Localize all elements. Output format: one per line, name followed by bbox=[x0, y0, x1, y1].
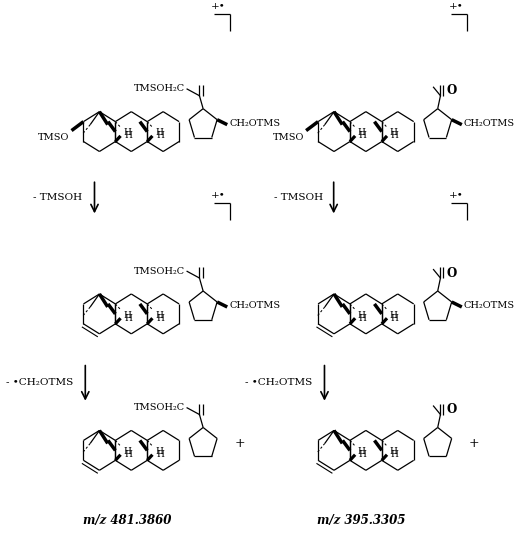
Text: O: O bbox=[447, 84, 457, 97]
Text: - TMSOH: - TMSOH bbox=[33, 193, 83, 202]
Text: CH₂OTMS: CH₂OTMS bbox=[229, 301, 280, 311]
Text: - •CH₂OTMS: - •CH₂OTMS bbox=[6, 378, 73, 387]
Text: H: H bbox=[123, 311, 131, 320]
Text: +•: +• bbox=[211, 2, 226, 11]
Text: H: H bbox=[156, 450, 164, 459]
Text: H: H bbox=[390, 128, 397, 138]
Text: - •CH₂OTMS: - •CH₂OTMS bbox=[245, 378, 313, 387]
Text: H: H bbox=[123, 128, 131, 138]
Text: H: H bbox=[124, 131, 132, 140]
Text: H: H bbox=[124, 450, 132, 459]
Text: H: H bbox=[391, 314, 399, 323]
Text: CH₂OTMS: CH₂OTMS bbox=[229, 119, 280, 128]
Text: TMSOH₂C: TMSOH₂C bbox=[133, 267, 185, 276]
Text: +: + bbox=[469, 437, 480, 450]
Text: O: O bbox=[447, 403, 457, 416]
Text: CH₂OTMS: CH₂OTMS bbox=[464, 301, 515, 311]
Text: H: H bbox=[358, 311, 366, 320]
Text: H: H bbox=[358, 447, 366, 456]
Text: H: H bbox=[359, 131, 367, 140]
Text: H: H bbox=[123, 447, 131, 456]
Text: +•: +• bbox=[211, 191, 226, 200]
Text: H: H bbox=[155, 447, 163, 456]
Text: +: + bbox=[234, 437, 245, 450]
Text: H: H bbox=[391, 450, 399, 459]
Text: TMSO: TMSO bbox=[38, 133, 70, 141]
Text: +•: +• bbox=[449, 191, 463, 200]
Text: m/z 395.3305: m/z 395.3305 bbox=[317, 514, 405, 526]
Text: H: H bbox=[155, 311, 163, 320]
Text: - TMSOH: - TMSOH bbox=[274, 193, 323, 202]
Text: H: H bbox=[358, 128, 366, 138]
Text: H: H bbox=[359, 314, 367, 323]
Text: H: H bbox=[390, 447, 397, 456]
Text: O: O bbox=[447, 267, 457, 279]
Text: m/z 481.3860: m/z 481.3860 bbox=[83, 514, 171, 526]
Text: H: H bbox=[390, 311, 397, 320]
Text: H: H bbox=[155, 128, 163, 138]
Text: H: H bbox=[359, 450, 367, 459]
Text: TMSOH₂C: TMSOH₂C bbox=[133, 403, 185, 412]
Text: H: H bbox=[156, 131, 164, 140]
Text: H: H bbox=[124, 314, 132, 323]
Text: TMSO: TMSO bbox=[273, 133, 304, 141]
Text: +•: +• bbox=[449, 2, 463, 11]
Text: TMSOH₂C: TMSOH₂C bbox=[133, 84, 185, 94]
Text: CH₂OTMS: CH₂OTMS bbox=[464, 119, 515, 128]
Text: H: H bbox=[391, 131, 399, 140]
Text: H: H bbox=[156, 314, 164, 323]
